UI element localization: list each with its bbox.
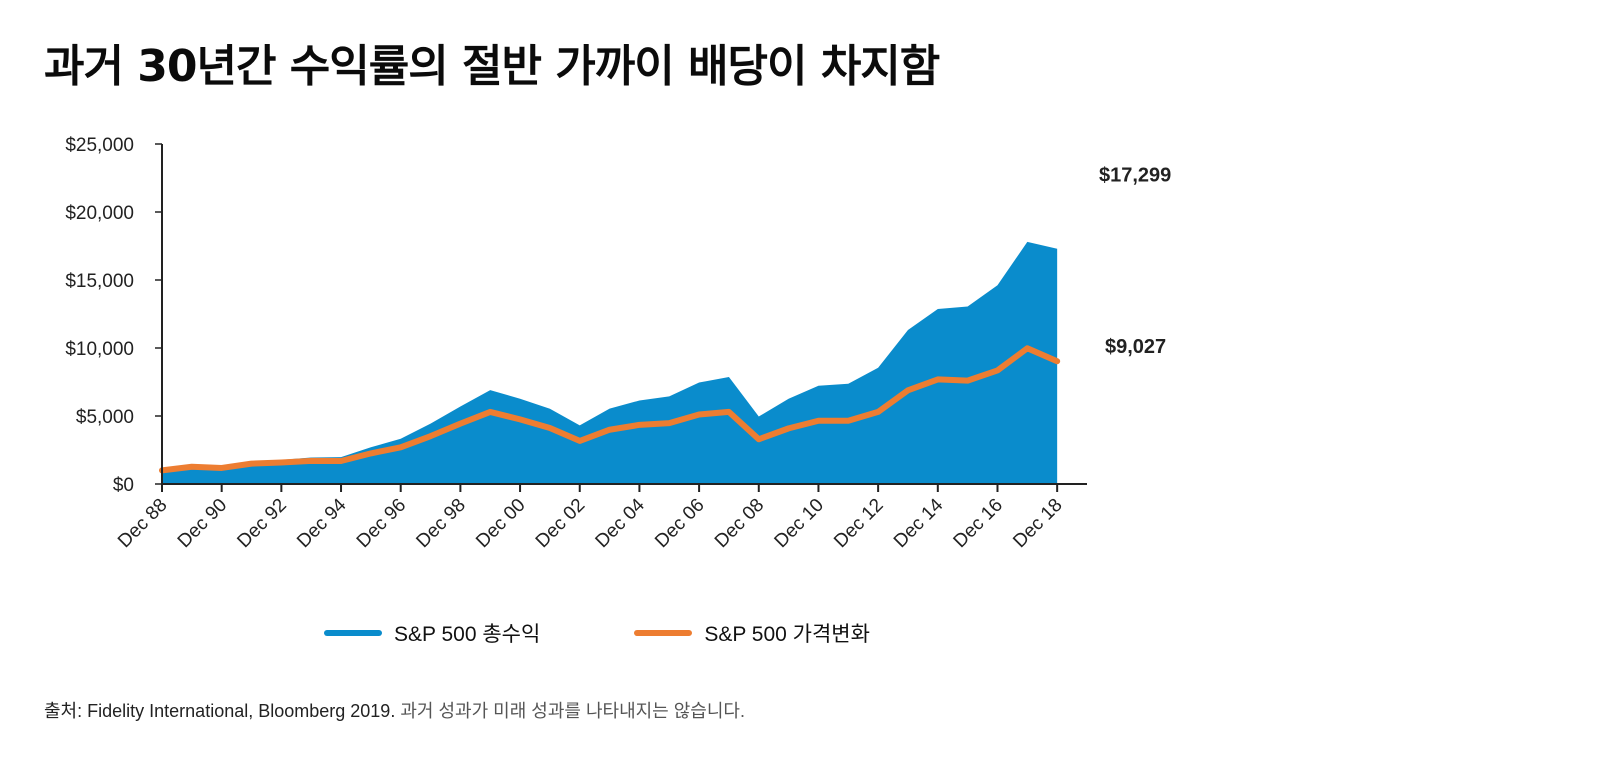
y-tick-label: $15,000	[65, 271, 134, 292]
end-label-total-return: $17,299	[1099, 165, 1171, 187]
series-total-return-area	[162, 241, 1058, 484]
y-tick-label: $20,000	[65, 203, 134, 224]
y-tick-label: $10,000	[65, 339, 134, 360]
y-tick-label: $5,000	[76, 407, 134, 428]
source-prefix: 출처:	[44, 701, 83, 721]
legend-item-total-return: S&P 500 총수익	[324, 618, 540, 648]
x-tick-label: Dec 04	[592, 494, 650, 552]
x-tick-label: Dec 18	[1009, 495, 1066, 552]
legend-label-price-change: S&P 500 가격변화	[704, 623, 870, 646]
source-text: Fidelity International, Bloomberg 2019.	[87, 701, 396, 721]
legend-swatch-total-return	[324, 630, 382, 636]
legend-swatch-price-change	[634, 630, 693, 636]
x-tick-label: Dec 94	[293, 494, 351, 552]
legend-item-price-change: S&P 500 가격변화	[634, 618, 870, 648]
x-tick-label: Dec 92	[233, 495, 290, 552]
x-tick-label: Dec 88	[114, 495, 171, 552]
x-tick-label: Dec 98	[413, 495, 470, 552]
x-tick-label: Dec 06	[651, 495, 708, 552]
legend-label-total-return: S&P 500 총수익	[394, 623, 541, 646]
y-tick-label: $25,000	[65, 135, 134, 156]
series-price-change-line	[159, 345, 1061, 474]
legend: S&P 500 총수익 S&P 500 가격변화	[324, 618, 964, 648]
page-title: 과거 30년간 수익률의 절반 가까이 배당이 차지함	[44, 41, 940, 92]
y-tick-label: $0	[113, 475, 134, 496]
x-tick-label: Dec 90	[174, 495, 231, 552]
x-axis-group: Dec 88 Dec 90 Dec 92 Dec 94 Dec 96 Dec 98 Dec …	[114, 484, 1067, 552]
x-tick-label: Dec 96	[353, 495, 410, 552]
disclaimer-text: 과거 성과가 미래 성과를 나타내지는 않습니다.	[400, 701, 745, 721]
x-tick-label: Dec 02	[532, 495, 589, 552]
x-tick-label: Dec 12	[830, 495, 887, 552]
x-tick-label: Dec 10	[771, 495, 828, 552]
x-tick-label: Dec 08	[711, 495, 768, 552]
y-axis-group: $0 $5,000 $10,000 $15,000 $20,000 $25,000	[65, 135, 162, 496]
source-note: 출처: Fidelity International, Bloomberg 20…	[44, 697, 745, 723]
x-tick-label: Dec 00	[472, 495, 529, 552]
x-tick-label: Dec 16	[950, 495, 1007, 552]
end-label-price-change: $9,027	[1105, 336, 1166, 358]
x-tick-label: Dec 14	[890, 494, 948, 552]
